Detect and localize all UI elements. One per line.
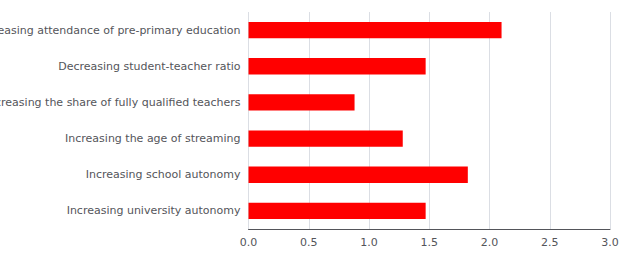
- svg-text:Increasing the age of streamin: Increasing the age of streaming: [65, 132, 240, 145]
- svg-text:3.0: 3.0: [601, 236, 619, 249]
- svg-text:Increasing attendance of pre-p: Increasing attendance of pre-primary edu…: [0, 24, 241, 37]
- svg-text:0.5: 0.5: [300, 236, 318, 249]
- svg-text:Increasing the share of fully: Increasing the share of fully qualified …: [0, 96, 241, 109]
- svg-text:Increasing school autonomy: Increasing school autonomy: [86, 168, 241, 181]
- svg-text:Decreasing student-teacher rat: Decreasing student-teacher ratio: [58, 60, 241, 73]
- svg-text:0.0: 0.0: [240, 236, 258, 249]
- svg-text:2.5: 2.5: [541, 236, 559, 249]
- svg-text:1.5: 1.5: [421, 236, 439, 249]
- svg-text:2.0: 2.0: [481, 236, 499, 249]
- svg-text:1.0: 1.0: [360, 236, 378, 249]
- svg-text:Increasing university autonomy: Increasing university autonomy: [67, 204, 241, 217]
